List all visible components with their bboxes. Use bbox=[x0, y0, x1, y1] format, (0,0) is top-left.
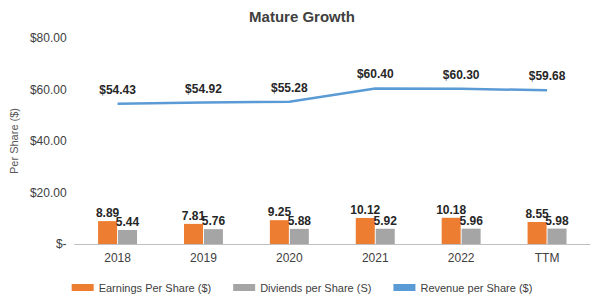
svg-text:$55.28: $55.28 bbox=[271, 81, 308, 95]
svg-text:2020: 2020 bbox=[276, 251, 303, 265]
svg-text:$20.00: $20.00 bbox=[30, 186, 67, 200]
svg-text:$54.43: $54.43 bbox=[99, 83, 136, 97]
svg-text:5.96: 5.96 bbox=[459, 214, 483, 228]
svg-text:Per Share ($): Per Share ($) bbox=[8, 108, 20, 174]
svg-text:$54.92: $54.92 bbox=[185, 82, 222, 96]
svg-text:10.18: 10.18 bbox=[436, 202, 467, 217]
svg-text:$-: $- bbox=[56, 237, 67, 251]
svg-text:$40.00: $40.00 bbox=[30, 134, 67, 148]
svg-text:5.44: 5.44 bbox=[116, 215, 140, 229]
svg-text:9.25: 9.25 bbox=[267, 205, 292, 220]
svg-text:5.88: 5.88 bbox=[288, 214, 312, 228]
svg-text:Diviends per Share (S): Diviends per Share (S) bbox=[260, 282, 371, 294]
svg-text:7.81: 7.81 bbox=[181, 208, 206, 223]
svg-text:Revenue per Share ($): Revenue per Share ($) bbox=[420, 282, 532, 294]
svg-text:$80.00: $80.00 bbox=[30, 31, 67, 45]
svg-text:$60.00: $60.00 bbox=[30, 83, 67, 97]
svg-text:Mature Growth: Mature Growth bbox=[249, 8, 355, 25]
svg-text:10.12: 10.12 bbox=[350, 202, 381, 217]
svg-text:5.76: 5.76 bbox=[202, 214, 226, 228]
svg-text:2022: 2022 bbox=[448, 251, 475, 265]
svg-text:8.89: 8.89 bbox=[95, 206, 120, 221]
svg-text:Earnings Per Share ($): Earnings Per Share ($) bbox=[99, 282, 212, 294]
svg-text:$60.40: $60.40 bbox=[357, 67, 394, 81]
svg-text:2019: 2019 bbox=[190, 251, 217, 265]
svg-text:$60.30: $60.30 bbox=[443, 68, 480, 82]
svg-text:TTM: TTM bbox=[535, 251, 560, 265]
svg-text:8.55: 8.55 bbox=[525, 207, 549, 221]
svg-text:2021: 2021 bbox=[362, 251, 389, 265]
svg-text:5.98: 5.98 bbox=[545, 214, 569, 228]
svg-text:$59.68: $59.68 bbox=[529, 69, 566, 83]
svg-text:2018: 2018 bbox=[104, 251, 131, 265]
svg-text:5.92: 5.92 bbox=[374, 214, 398, 228]
